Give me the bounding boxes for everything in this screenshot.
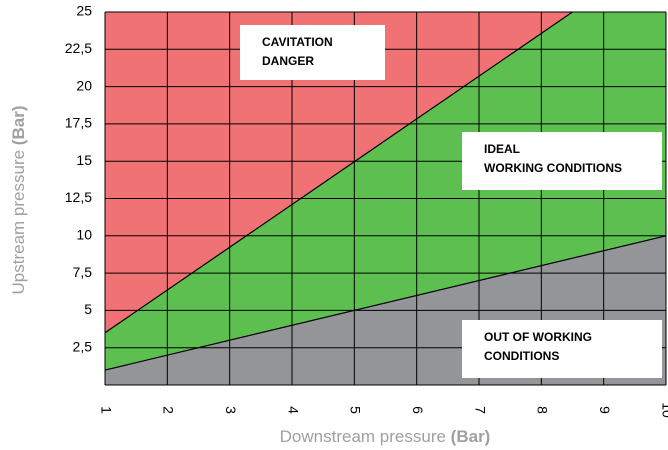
boundary-line — [104, 11, 573, 334]
x-tick-label: 10 — [659, 402, 668, 418]
y-axis-label: Upstream pressure (Bar) — [9, 106, 28, 295]
label-box — [462, 320, 662, 378]
region — [105, 12, 666, 371]
label-box — [462, 132, 662, 190]
region-label: CONDITIONS — [484, 349, 559, 363]
x-tick-label: 6 — [410, 406, 426, 414]
x-axis-label-text: Downstream pressure — [280, 427, 446, 446]
y-tick-label: 2,5 — [73, 338, 93, 354]
y-tick-label: 7,5 — [73, 264, 93, 280]
y-axis-label-unit: (Bar) — [9, 106, 28, 146]
y-tick-label: 5 — [84, 301, 92, 317]
x-tick-label: 3 — [223, 406, 239, 414]
y-axis-label-text: Upstream pressure — [9, 150, 28, 295]
x-tick-label: 5 — [348, 406, 364, 414]
region-label: CAVITATION — [262, 35, 333, 49]
x-tick-label: 4 — [285, 406, 301, 414]
x-tick-label: 1 — [98, 406, 114, 414]
region-label: DANGER — [262, 54, 314, 68]
region-label: WORKING CONDITIONS — [484, 161, 622, 175]
x-tick-label: 7 — [472, 406, 488, 414]
y-tick-label: 22,5 — [65, 40, 92, 56]
label-box — [240, 25, 385, 80]
x-axis-label: Downstream pressure (Bar) — [280, 427, 491, 446]
y-tick-label: 25 — [76, 3, 92, 19]
x-tick-label: 9 — [597, 406, 613, 414]
y-tick-label: 12,5 — [65, 189, 92, 205]
x-axis-label-unit: (Bar) — [451, 427, 491, 446]
boundary-line — [104, 235, 667, 371]
y-tick-label: 17,5 — [65, 115, 92, 131]
y-tick-label: 10 — [76, 227, 92, 243]
region-label: IDEAL — [484, 142, 520, 156]
y-tick-label: 15 — [76, 152, 92, 168]
y-tick-label: 20 — [76, 77, 92, 93]
x-tick-label: 8 — [535, 406, 551, 414]
region-label: OUT OF WORKING — [484, 330, 592, 344]
x-tick-label: 2 — [161, 406, 177, 414]
